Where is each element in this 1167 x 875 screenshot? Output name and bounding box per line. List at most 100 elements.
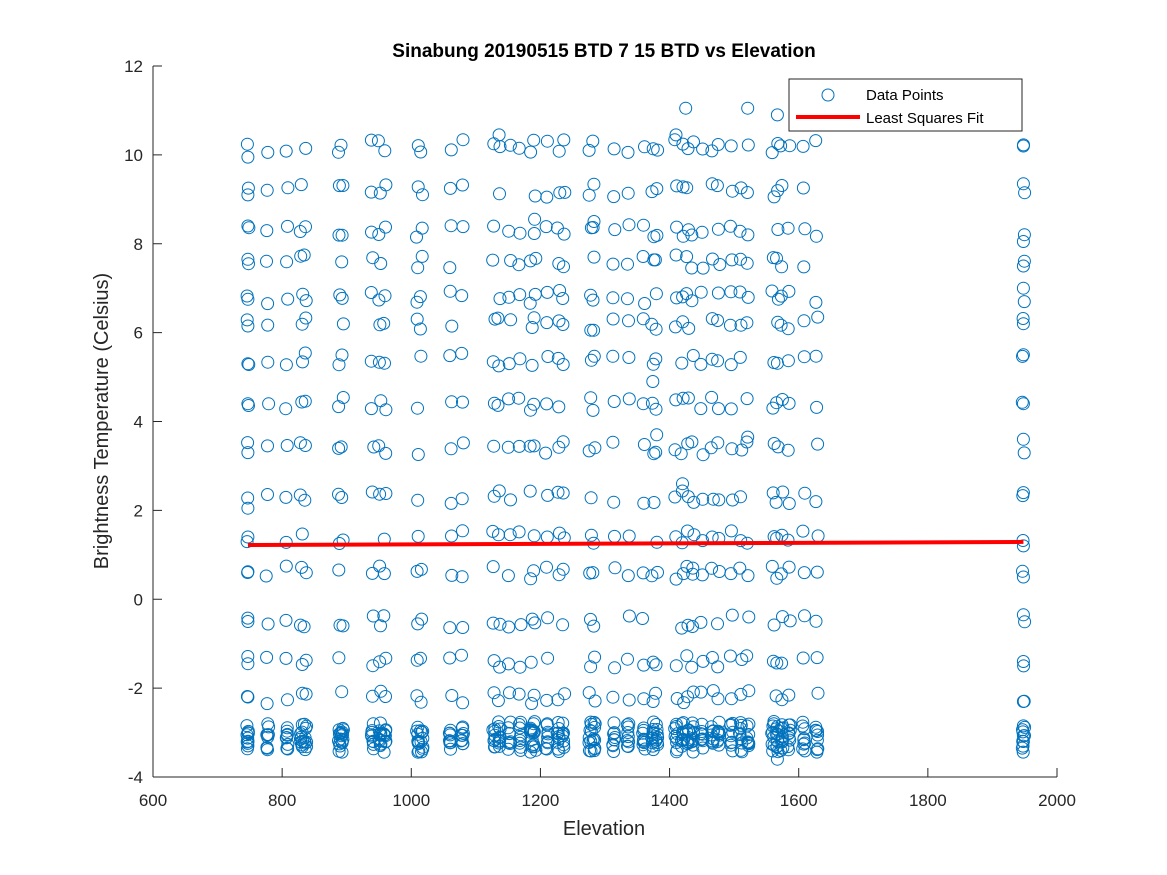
data-point [332,651,346,665]
data-point [810,651,824,665]
data-point [372,355,386,369]
data-point [332,179,346,193]
data-point [742,684,756,698]
data-point [723,318,737,332]
data-point [637,438,651,451]
data-point [487,396,501,410]
data-point [695,568,709,582]
data-point [364,185,378,199]
data-point [587,215,601,228]
data-point [261,145,275,159]
data-point [797,733,811,747]
data-point [647,447,661,461]
data-point [414,145,428,159]
data-point [514,743,528,757]
data-point [1018,615,1032,629]
data-point [650,727,664,741]
data-point [696,534,710,548]
data-point [584,353,598,367]
legend-label-data-points: Data Points [866,87,944,104]
data-point [456,524,469,538]
data-point [636,612,649,625]
data-point [374,619,387,633]
data-point [681,437,695,451]
data-point [621,292,634,306]
data-point [556,292,570,305]
data-point [606,690,620,704]
data-point [556,318,570,331]
data-point [372,228,386,241]
data-point [771,440,785,454]
data-point [514,618,528,632]
data-point [770,571,784,585]
data-point [694,285,708,299]
data-point [706,684,720,698]
data-point [279,402,293,416]
data-point [796,524,810,538]
data-point [240,535,254,549]
data-point [811,725,825,738]
data-point [1016,348,1030,362]
data-point [669,320,682,334]
data-point [1017,228,1031,242]
data-point [259,569,273,583]
data-point [771,184,785,198]
data-point [711,436,725,450]
data-point [279,144,293,158]
data-point [711,354,725,368]
data-point [797,314,811,328]
legend-marker-data-points [821,88,835,102]
data-point [527,725,541,739]
data-point [637,496,651,510]
data-point [332,228,346,242]
data-point [809,229,823,243]
data-point [781,354,795,368]
data-point [366,659,380,673]
data-point [608,223,622,237]
data-point [680,181,694,195]
data-point [781,322,795,336]
data-point [293,225,307,238]
data-point [445,395,459,409]
data-point [798,609,811,623]
data-point [414,735,428,749]
data-point [733,561,747,575]
data-point [770,752,784,766]
data-point [513,352,527,366]
data-point [241,501,255,515]
data-point [734,490,747,504]
data-point [798,222,812,236]
data-point [811,728,825,742]
data-point [650,228,664,242]
data-point [377,609,391,623]
data-point [606,738,620,752]
data-point [299,687,313,701]
data-point [638,140,651,154]
data-point [674,447,688,461]
data-point [486,560,500,574]
y-tick-label: 8 [134,235,143,254]
data-point [713,258,727,271]
data-point [557,133,571,147]
data-point [636,738,650,752]
data-point [725,184,739,198]
data-point [676,137,690,151]
data-point [335,255,349,269]
data-point [607,142,621,156]
data-point [443,728,457,742]
data-point [296,287,310,301]
data-point [649,658,663,672]
data-point [415,612,429,626]
data-point [241,657,255,671]
data-point [584,323,598,337]
data-point [377,745,391,759]
data-point [365,225,378,239]
data-point [586,293,600,307]
data-point [443,261,457,275]
data-point [527,529,541,543]
data-point [297,248,311,262]
x-tick-label: 1800 [909,791,947,810]
data-point [493,734,507,748]
data-point [682,321,696,335]
data-point [726,744,740,758]
